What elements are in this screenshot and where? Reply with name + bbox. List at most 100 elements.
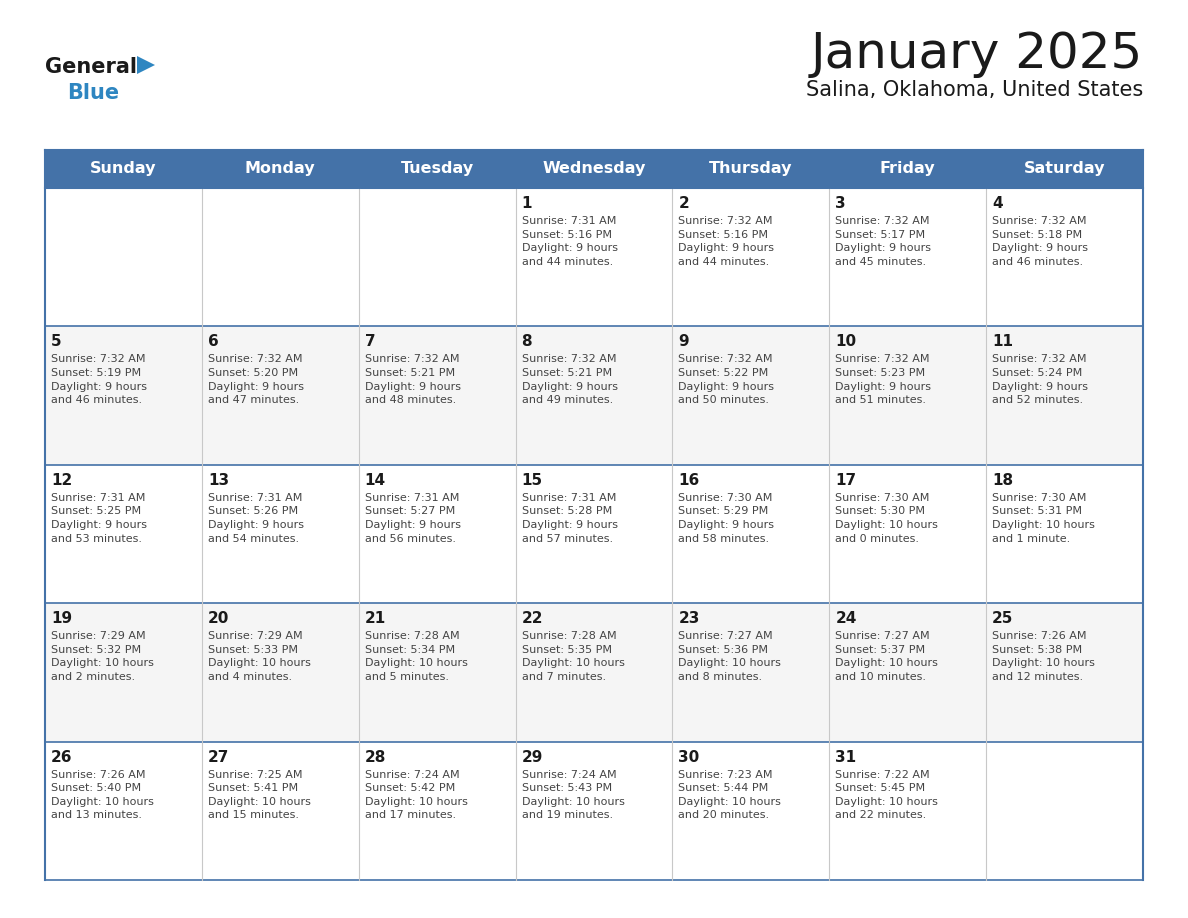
Text: Sunrise: 7:24 AM
Sunset: 5:42 PM
Daylight: 10 hours
and 17 minutes.: Sunrise: 7:24 AM Sunset: 5:42 PM Dayligh…	[365, 769, 468, 821]
Text: 4: 4	[992, 196, 1003, 211]
Text: Blue: Blue	[67, 83, 119, 103]
Bar	[359, 742, 516, 880]
Text: Sunrise: 7:32 AM
Sunset: 5:24 PM
Daylight: 9 hours
and 52 minutes.: Sunrise: 7:32 AM Sunset: 5:24 PM Dayligh…	[992, 354, 1088, 405]
Text: 2: 2	[678, 196, 689, 211]
Text: 8: 8	[522, 334, 532, 350]
Bar	[516, 327, 672, 465]
Bar	[45, 188, 202, 327]
Text: Sunrise: 7:26 AM
Sunset: 5:38 PM
Daylight: 10 hours
and 12 minutes.: Sunrise: 7:26 AM Sunset: 5:38 PM Dayligh…	[992, 632, 1095, 682]
Text: Sunrise: 7:31 AM
Sunset: 5:25 PM
Daylight: 9 hours
and 53 minutes.: Sunrise: 7:31 AM Sunset: 5:25 PM Dayligh…	[51, 493, 147, 543]
Text: Tuesday: Tuesday	[400, 162, 474, 176]
Text: Sunrise: 7:32 AM
Sunset: 5:23 PM
Daylight: 9 hours
and 51 minutes.: Sunrise: 7:32 AM Sunset: 5:23 PM Dayligh…	[835, 354, 931, 405]
Text: Saturday: Saturday	[1024, 162, 1105, 176]
Text: 19: 19	[51, 611, 72, 626]
Text: Sunrise: 7:32 AM
Sunset: 5:21 PM
Daylight: 9 hours
and 49 minutes.: Sunrise: 7:32 AM Sunset: 5:21 PM Dayligh…	[522, 354, 618, 405]
Bar	[359, 603, 516, 742]
Bar	[359, 327, 516, 465]
Bar	[516, 742, 672, 880]
Text: Sunrise: 7:24 AM
Sunset: 5:43 PM
Daylight: 10 hours
and 19 minutes.: Sunrise: 7:24 AM Sunset: 5:43 PM Dayligh…	[522, 769, 625, 821]
Bar	[672, 603, 829, 742]
Text: 20: 20	[208, 611, 229, 626]
Bar	[986, 188, 1143, 327]
Bar	[672, 188, 829, 327]
Bar	[45, 327, 202, 465]
Text: 6: 6	[208, 334, 219, 350]
Bar	[986, 465, 1143, 603]
Text: 30: 30	[678, 750, 700, 765]
Text: Friday: Friday	[880, 162, 935, 176]
Text: Salina, Oklahoma, United States: Salina, Oklahoma, United States	[805, 80, 1143, 100]
Bar	[45, 603, 202, 742]
Text: Sunrise: 7:27 AM
Sunset: 5:36 PM
Daylight: 10 hours
and 8 minutes.: Sunrise: 7:27 AM Sunset: 5:36 PM Dayligh…	[678, 632, 782, 682]
Bar	[672, 465, 829, 603]
Bar	[672, 742, 829, 880]
Bar	[672, 327, 829, 465]
Text: General: General	[45, 57, 137, 77]
Text: 24: 24	[835, 611, 857, 626]
Text: Sunrise: 7:31 AM
Sunset: 5:27 PM
Daylight: 9 hours
and 56 minutes.: Sunrise: 7:31 AM Sunset: 5:27 PM Dayligh…	[365, 493, 461, 543]
Text: 5: 5	[51, 334, 62, 350]
Text: 11: 11	[992, 334, 1013, 350]
Text: Sunrise: 7:28 AM
Sunset: 5:35 PM
Daylight: 10 hours
and 7 minutes.: Sunrise: 7:28 AM Sunset: 5:35 PM Dayligh…	[522, 632, 625, 682]
Text: Thursday: Thursday	[709, 162, 792, 176]
Text: 13: 13	[208, 473, 229, 487]
Text: Sunrise: 7:31 AM
Sunset: 5:28 PM
Daylight: 9 hours
and 57 minutes.: Sunrise: 7:31 AM Sunset: 5:28 PM Dayligh…	[522, 493, 618, 543]
Text: 31: 31	[835, 750, 857, 765]
Bar	[829, 603, 986, 742]
Bar	[829, 465, 986, 603]
Bar	[45, 150, 1143, 188]
Text: Sunrise: 7:25 AM
Sunset: 5:41 PM
Daylight: 10 hours
and 15 minutes.: Sunrise: 7:25 AM Sunset: 5:41 PM Dayligh…	[208, 769, 311, 821]
Text: Sunrise: 7:27 AM
Sunset: 5:37 PM
Daylight: 10 hours
and 10 minutes.: Sunrise: 7:27 AM Sunset: 5:37 PM Dayligh…	[835, 632, 939, 682]
Bar	[202, 188, 359, 327]
Text: Monday: Monday	[245, 162, 316, 176]
Text: Sunrise: 7:29 AM
Sunset: 5:32 PM
Daylight: 10 hours
and 2 minutes.: Sunrise: 7:29 AM Sunset: 5:32 PM Dayligh…	[51, 632, 154, 682]
Bar	[45, 742, 202, 880]
Text: Sunrise: 7:32 AM
Sunset: 5:19 PM
Daylight: 9 hours
and 46 minutes.: Sunrise: 7:32 AM Sunset: 5:19 PM Dayligh…	[51, 354, 147, 405]
Text: 15: 15	[522, 473, 543, 487]
Text: Sunrise: 7:32 AM
Sunset: 5:20 PM
Daylight: 9 hours
and 47 minutes.: Sunrise: 7:32 AM Sunset: 5:20 PM Dayligh…	[208, 354, 304, 405]
Text: Sunday: Sunday	[90, 162, 157, 176]
Bar	[829, 327, 986, 465]
Bar	[202, 742, 359, 880]
Text: 26: 26	[51, 750, 72, 765]
Text: 25: 25	[992, 611, 1013, 626]
Text: Sunrise: 7:30 AM
Sunset: 5:31 PM
Daylight: 10 hours
and 1 minute.: Sunrise: 7:30 AM Sunset: 5:31 PM Dayligh…	[992, 493, 1095, 543]
Text: 10: 10	[835, 334, 857, 350]
Text: Sunrise: 7:30 AM
Sunset: 5:29 PM
Daylight: 9 hours
and 58 minutes.: Sunrise: 7:30 AM Sunset: 5:29 PM Dayligh…	[678, 493, 775, 543]
Text: Sunrise: 7:32 AM
Sunset: 5:17 PM
Daylight: 9 hours
and 45 minutes.: Sunrise: 7:32 AM Sunset: 5:17 PM Dayligh…	[835, 216, 931, 267]
Text: Sunrise: 7:29 AM
Sunset: 5:33 PM
Daylight: 10 hours
and 4 minutes.: Sunrise: 7:29 AM Sunset: 5:33 PM Dayligh…	[208, 632, 311, 682]
Bar	[359, 465, 516, 603]
Text: 12: 12	[51, 473, 72, 487]
Text: 28: 28	[365, 750, 386, 765]
Text: Sunrise: 7:31 AM
Sunset: 5:16 PM
Daylight: 9 hours
and 44 minutes.: Sunrise: 7:31 AM Sunset: 5:16 PM Dayligh…	[522, 216, 618, 267]
Text: Sunrise: 7:31 AM
Sunset: 5:26 PM
Daylight: 9 hours
and 54 minutes.: Sunrise: 7:31 AM Sunset: 5:26 PM Dayligh…	[208, 493, 304, 543]
Bar	[202, 603, 359, 742]
Bar	[359, 188, 516, 327]
Bar	[516, 465, 672, 603]
Text: 29: 29	[522, 750, 543, 765]
Text: 21: 21	[365, 611, 386, 626]
Text: 23: 23	[678, 611, 700, 626]
Text: 3: 3	[835, 196, 846, 211]
Text: January 2025: January 2025	[810, 30, 1143, 78]
Text: Sunrise: 7:32 AM
Sunset: 5:16 PM
Daylight: 9 hours
and 44 minutes.: Sunrise: 7:32 AM Sunset: 5:16 PM Dayligh…	[678, 216, 775, 267]
Bar	[829, 742, 986, 880]
Bar	[202, 465, 359, 603]
Bar	[202, 327, 359, 465]
Bar	[829, 188, 986, 327]
Bar	[45, 465, 202, 603]
Text: 17: 17	[835, 473, 857, 487]
Polygon shape	[137, 56, 154, 74]
Text: 22: 22	[522, 611, 543, 626]
Text: Sunrise: 7:22 AM
Sunset: 5:45 PM
Daylight: 10 hours
and 22 minutes.: Sunrise: 7:22 AM Sunset: 5:45 PM Dayligh…	[835, 769, 939, 821]
Text: Sunrise: 7:28 AM
Sunset: 5:34 PM
Daylight: 10 hours
and 5 minutes.: Sunrise: 7:28 AM Sunset: 5:34 PM Dayligh…	[365, 632, 468, 682]
Text: Sunrise: 7:32 AM
Sunset: 5:22 PM
Daylight: 9 hours
and 50 minutes.: Sunrise: 7:32 AM Sunset: 5:22 PM Dayligh…	[678, 354, 775, 405]
Text: 7: 7	[365, 334, 375, 350]
Text: Sunrise: 7:26 AM
Sunset: 5:40 PM
Daylight: 10 hours
and 13 minutes.: Sunrise: 7:26 AM Sunset: 5:40 PM Dayligh…	[51, 769, 154, 821]
Bar	[986, 603, 1143, 742]
Bar	[516, 188, 672, 327]
Text: Sunrise: 7:23 AM
Sunset: 5:44 PM
Daylight: 10 hours
and 20 minutes.: Sunrise: 7:23 AM Sunset: 5:44 PM Dayligh…	[678, 769, 782, 821]
Text: Sunrise: 7:32 AM
Sunset: 5:18 PM
Daylight: 9 hours
and 46 minutes.: Sunrise: 7:32 AM Sunset: 5:18 PM Dayligh…	[992, 216, 1088, 267]
Text: 9: 9	[678, 334, 689, 350]
Bar	[516, 603, 672, 742]
